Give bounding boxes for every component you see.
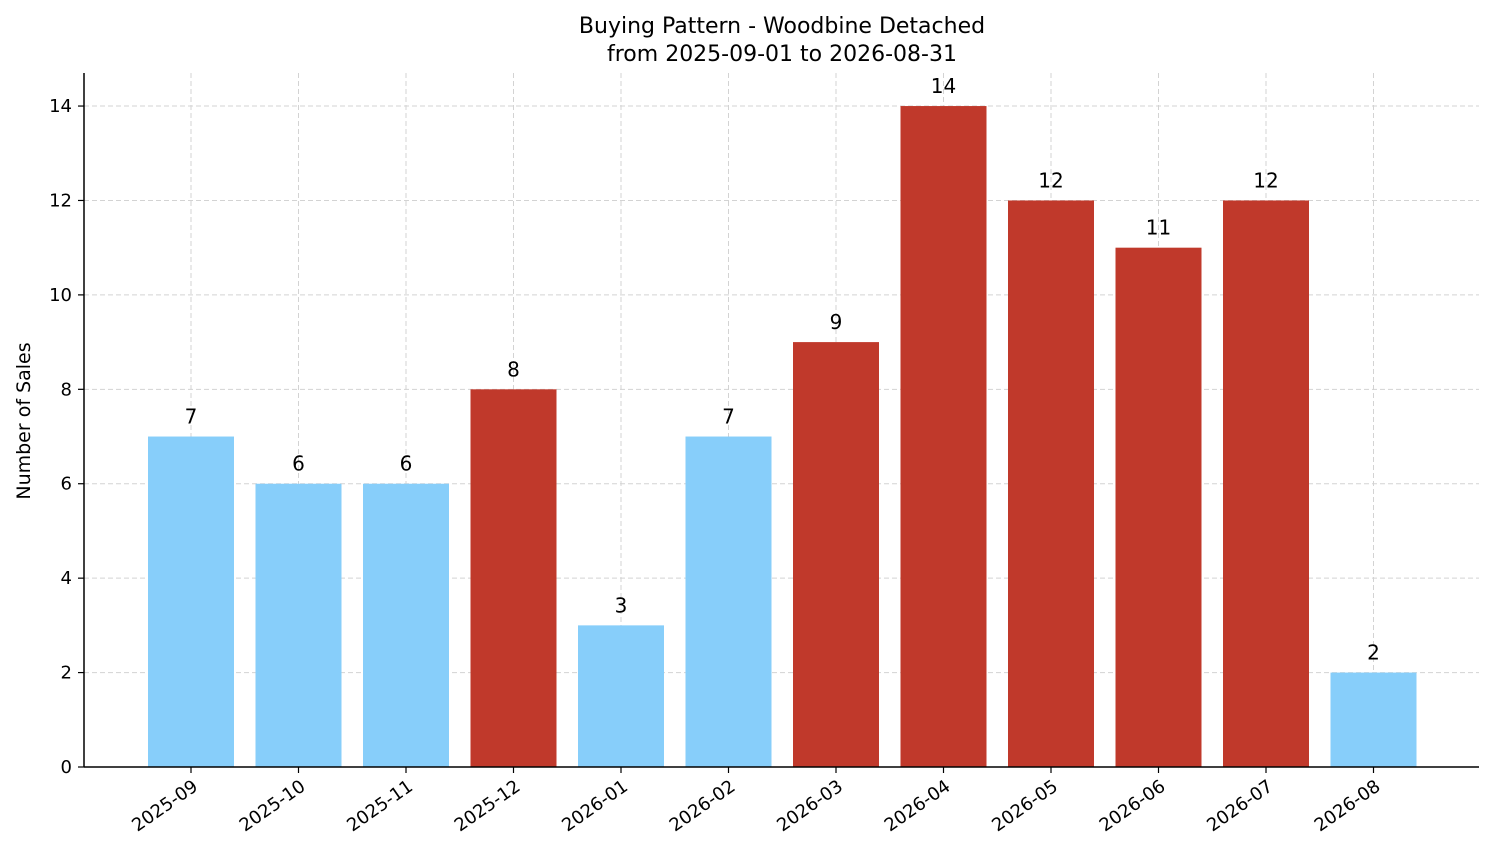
bar-2025-10 (255, 483, 342, 767)
bar-value-label: 3 (615, 593, 628, 617)
x-tick-label: 2025-10 (236, 776, 310, 836)
y-tick-label: 10 (49, 285, 72, 306)
bar-2026-02 (685, 436, 772, 767)
x-tick-label: 2025-09 (128, 776, 202, 836)
x-tick-label: 2026-07 (1203, 776, 1277, 836)
bar-value-label: 2 (1367, 641, 1380, 665)
bar-value-labels: 7 6 6 8 3 7 9 14 12 11 12 2 (185, 74, 1380, 665)
y-tick-label: 14 (49, 96, 72, 117)
y-tick-label: 4 (61, 568, 72, 589)
y-tick-label: 12 (49, 190, 72, 211)
bar-2026-01 (578, 625, 664, 767)
bar-2026-04 (900, 106, 987, 768)
x-tick-label: 2026-06 (1096, 776, 1170, 836)
y-tick-label: 0 (61, 757, 72, 778)
x-tick-label: 2026-08 (1311, 776, 1385, 836)
bar-2026-08 (1330, 672, 1417, 767)
bar-value-label: 8 (507, 357, 520, 381)
y-tick-label: 6 (61, 474, 72, 495)
x-tick-label: 2026-02 (666, 776, 740, 836)
chart-title-line2: from 2025-09-01 to 2026-08-31 (607, 42, 957, 67)
bar-value-label: 9 (830, 310, 843, 334)
bar-2025-09 (148, 436, 234, 767)
bar-value-label: 14 (931, 74, 956, 98)
x-tick-label: 2025-12 (451, 776, 525, 836)
x-tick-label: 2026-01 (558, 776, 632, 836)
bar-2025-11 (363, 483, 449, 767)
bars (148, 106, 1417, 768)
bar-2026-07 (1223, 200, 1309, 768)
x-tick-label: 2026-03 (773, 776, 847, 836)
bar-value-label: 12 (1038, 168, 1063, 192)
bar-value-label: 6 (292, 452, 305, 476)
bar-2025-12 (470, 389, 557, 767)
bar-2026-06 (1115, 247, 1202, 767)
y-tick-label: 2 (61, 663, 72, 684)
y-tick-label: 8 (61, 379, 72, 400)
chart-title-line1: Buying Pattern - Woodbine Detached (579, 14, 985, 39)
bar-value-label: 11 (1146, 216, 1171, 240)
bar-2026-03 (793, 342, 879, 767)
y-axis-label: Number of Sales (13, 342, 35, 499)
bar-value-label: 12 (1253, 168, 1278, 192)
x-tick-label: 2026-04 (881, 776, 955, 836)
bar-2026-05 (1008, 200, 1094, 768)
bar-value-label: 7 (185, 405, 198, 429)
x-tick-label: 2025-11 (343, 776, 417, 836)
bar-value-label: 6 (400, 452, 413, 476)
bar-value-label: 7 (722, 405, 735, 429)
x-tick-label: 2026-05 (988, 776, 1062, 836)
